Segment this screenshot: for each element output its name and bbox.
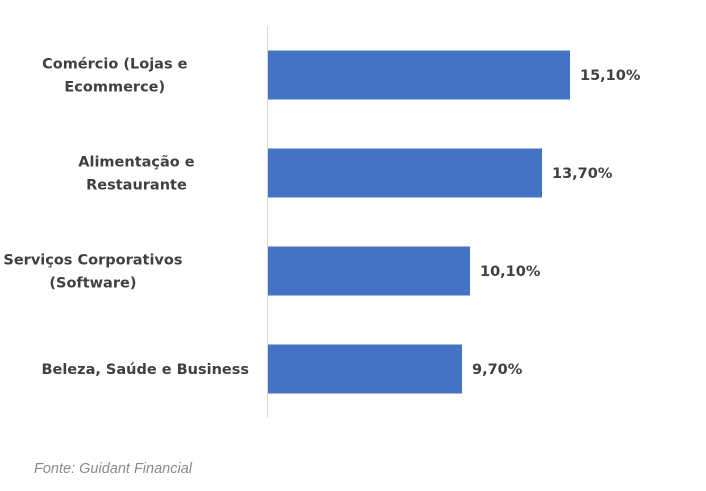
data-label-3: 9,70% [472, 362, 523, 378]
category-label-line: Alimentação e [78, 155, 195, 171]
bar-1 [268, 148, 542, 198]
category-label-line: (Software) [49, 276, 136, 292]
category-label-2: Serviços Corporativos (Software) [3, 253, 182, 292]
category-label-line: Ecommerce) [64, 80, 165, 96]
category-label-1: Alimentação e Restaurante [78, 155, 195, 194]
bar-0 [268, 50, 570, 100]
category-label-line: Restaurante [86, 178, 187, 194]
bar-2 [268, 246, 470, 296]
category-label-line: Beleza, Saúde e Business [41, 362, 249, 378]
bars-group: 15,10% Comércio (Lojas e Ecommerce) 13,70% A… [3, 50, 641, 394]
data-label-0: 15,10% [580, 68, 641, 84]
data-label-1: 13,70% [552, 166, 613, 182]
data-label-2: 10,10% [480, 264, 541, 280]
source-note: Fonte: Guidant Financial [34, 461, 192, 477]
category-label-0: Comércio (Lojas e Ecommerce) [42, 57, 188, 96]
category-label-line: Comércio (Lojas e [42, 57, 188, 73]
category-label-3: Beleza, Saúde e Business [41, 362, 249, 378]
category-label-line: Serviços Corporativos [3, 253, 182, 269]
bar-3 [268, 344, 462, 394]
